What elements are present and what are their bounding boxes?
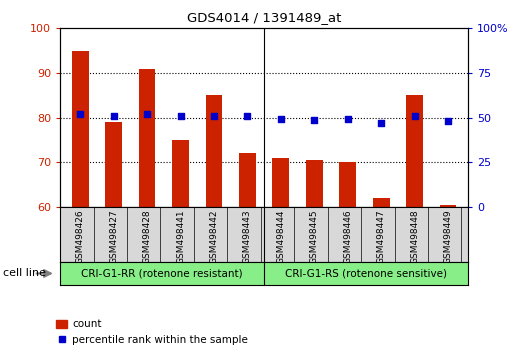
Bar [406,95,423,207]
Bar [272,158,289,207]
Point [310,118,319,123]
Bar [306,160,323,207]
Point [176,113,185,119]
Point [109,113,118,119]
Bar [239,154,256,207]
Text: GSM498442: GSM498442 [209,209,219,264]
Text: GSM498428: GSM498428 [143,209,152,264]
Legend: count, percentile rank within the sample: count, percentile rank within the sample [52,315,252,349]
Bar [206,95,222,207]
Text: CRI-G1-RS (rotenone sensitive): CRI-G1-RS (rotenone sensitive) [285,268,447,279]
Text: GSM498446: GSM498446 [343,209,352,264]
Bar [373,198,390,207]
Point [344,117,352,122]
Bar [139,69,155,207]
Point [143,111,151,117]
Text: GSM498444: GSM498444 [276,209,286,264]
Text: GSM498447: GSM498447 [377,209,385,264]
Point [243,113,252,119]
Bar [440,205,457,207]
Bar [172,140,189,207]
Text: GSM498426: GSM498426 [76,209,85,264]
Text: GSM498448: GSM498448 [410,209,419,264]
Text: GSM498449: GSM498449 [444,209,452,264]
Bar [72,51,88,207]
Text: GSM498443: GSM498443 [243,209,252,264]
Point [444,119,452,124]
Point [411,113,419,119]
Point [210,113,218,119]
Text: GSM498441: GSM498441 [176,209,185,264]
Text: GDS4014 / 1391489_at: GDS4014 / 1391489_at [187,11,342,24]
Point [277,117,285,122]
Text: cell line: cell line [3,268,46,279]
Bar [105,122,122,207]
Text: GSM498427: GSM498427 [109,209,118,264]
Text: CRI-G1-RR (rotenone resistant): CRI-G1-RR (rotenone resistant) [81,268,243,279]
Bar [339,162,356,207]
Point [377,120,385,126]
Text: GSM498445: GSM498445 [310,209,319,264]
Point [76,111,84,117]
